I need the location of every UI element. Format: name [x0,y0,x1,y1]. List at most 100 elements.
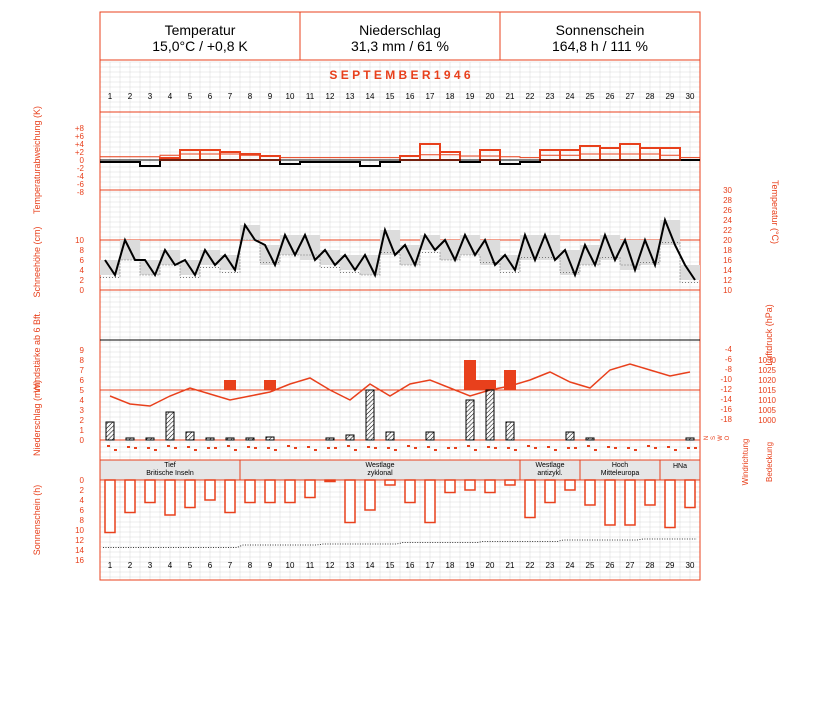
wind-bar [264,380,276,390]
wind-bar [474,380,486,390]
temp-tick: 16 [723,256,732,265]
sun-bar [284,479,296,504]
wind-dir-mark [574,447,577,449]
day-label-top: 7 [228,92,233,101]
sun-bar [564,479,576,491]
grid-group [99,61,701,580]
precip-bar [325,437,335,441]
day-label-top: 11 [306,92,315,101]
wind-dir-mark [174,447,177,449]
day-label-top: 12 [326,92,335,101]
sun-bar [204,479,216,501]
temp-daily-line [104,216,696,281]
wind-dir-mark [487,446,490,448]
wind-dir-mark [694,447,697,449]
wind-dir-mark [594,449,597,451]
regime-label: Mitteleuropa [601,470,640,477]
wind-dir-mark [527,445,530,447]
sun-bar [544,479,556,504]
precip-bar [345,434,355,441]
wind-dir-mark [667,446,670,448]
precip-tick: 4 [80,396,85,405]
wind-dir-mark [147,447,150,449]
day-label-bottom: 16 [406,561,415,570]
regime-label: Tief [164,462,175,469]
day-label-bottom: 4 [168,561,173,570]
sun-bar [164,479,176,516]
wind-dir-mark [454,447,457,449]
wind-dir-mark [474,449,477,451]
sun-tick: 12 [75,536,84,545]
temp-neg-tick: -6 [725,355,733,364]
day-label-bottom: 26 [606,561,615,570]
wind-dir-mark [614,447,617,449]
day-label-top: 30 [686,92,695,101]
wind-dir-mark [214,447,217,449]
anomaly-tick: +4 [75,140,85,149]
wind-dir-mark [187,446,190,448]
sun-axis-label: Sonnenschein (h) [32,485,42,556]
wind-dir-mark [647,445,650,447]
sun-bar [424,479,436,524]
wind-dir-tick: S [711,436,717,440]
wind-dir-mark [227,445,230,447]
day-label-top: 23 [546,92,555,101]
header-temperature-value: 15,0°C / +0,8 K [152,38,248,54]
wind-dir-mark [467,445,470,447]
day-label-bottom: 18 [446,561,455,570]
pressure-axis-label: Luftdruck (hPa) [764,304,774,366]
day-label-bottom: 15 [386,561,395,570]
wind-tick: 6 [80,376,85,385]
wind-tick: 8 [80,356,85,365]
wind-dir-mark [634,449,637,451]
precip-bar [265,436,275,441]
precip-bar [245,437,255,441]
sun-bar [304,479,316,499]
temp-neg-tick: -14 [720,395,732,404]
day-label-bottom: 1 [108,561,113,570]
day-label-top: 24 [566,92,575,101]
snow-tick: 8 [80,246,85,255]
day-label-top: 14 [366,92,375,101]
precip-bar [365,389,375,441]
wind-dir-mark [167,445,170,447]
snow-axis-label: Schneehöhe (cm) [32,226,42,297]
sun-tick: 4 [80,496,85,505]
day-label-top: 19 [466,92,475,101]
snow-tick: 0 [80,286,85,295]
wind-dir-mark [327,447,330,449]
header-sunshine: Sonnenschein 164,8 h / 111 % [500,12,700,60]
sun-bar [444,479,456,494]
wind-dir-mark [447,447,450,449]
wind-dir-mark [627,447,630,449]
wind-dir-mark [514,449,517,451]
day-label-top: 2 [128,92,133,101]
day-label-top: 21 [506,92,515,101]
sun-tick: 14 [75,546,84,555]
wind-dir-mark [367,446,370,448]
temp-tick: 26 [723,206,732,215]
temp-tick: 20 [723,236,732,245]
day-label-bottom: 19 [466,561,475,570]
pressure-line [109,363,691,407]
sun-bar [484,479,496,494]
wind-dir-mark [314,449,317,451]
wind-bar [504,370,516,390]
temp-tick: 28 [723,196,732,205]
temp-normal-line [100,239,700,283]
sun-bar [364,479,376,511]
sun-bar [224,479,236,514]
pressure-tick: 1020 [758,376,776,385]
sun-tick: 0 [80,476,85,485]
wind-dir-mark [434,449,437,451]
precip-bar [205,437,215,441]
sun-bar [144,479,156,504]
temp-neg-tick: -4 [725,345,733,354]
anomaly-tick: -2 [77,164,85,173]
wind-dir-mark [607,446,610,448]
day-label-bottom: 3 [148,561,153,570]
wind-dir-mark [114,449,117,451]
sun-bar [104,479,116,534]
header-sunshine-value: 164,8 h / 111 % [552,38,648,54]
